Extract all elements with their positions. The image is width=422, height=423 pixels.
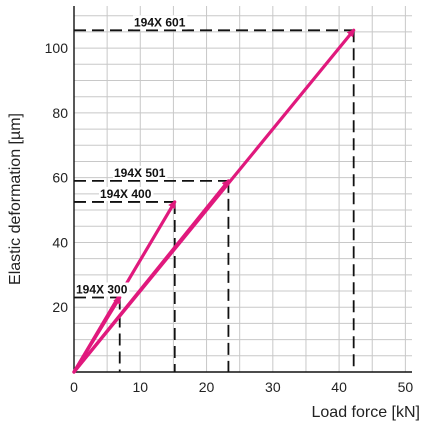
axes — [73, 6, 412, 373]
series-label: 194X 601 — [134, 15, 186, 29]
grid — [74, 6, 412, 372]
series-labels: 194X 300 194X 400 194X 501 194X 601 — [75, 15, 188, 297]
x-tick-label: 30 — [265, 379, 281, 395]
series-label-background — [113, 165, 168, 180]
series-label: 194X 400 — [100, 187, 152, 201]
y-tick-label: 80 — [52, 105, 68, 121]
y-tick-label: 60 — [52, 170, 68, 186]
y-tick-label: 20 — [52, 299, 68, 315]
series-label-background — [99, 186, 154, 201]
y-tick-label: 40 — [52, 234, 68, 250]
y-tick-label: 100 — [45, 40, 69, 56]
x-axis-title: Load force [kN] — [312, 404, 421, 421]
series-label-background — [133, 15, 188, 30]
reference-lines — [74, 29, 355, 372]
x-tick-label: 20 — [199, 379, 215, 395]
x-tick-label: 40 — [331, 379, 347, 395]
series-label-background — [75, 282, 130, 297]
series-line — [72, 28, 356, 374]
series-label: 194X 501 — [114, 166, 166, 180]
series-label: 194X 300 — [76, 283, 128, 297]
x-tick-label: 0 — [70, 379, 78, 395]
y-axis-title: Elastic deformation [µm] — [7, 113, 24, 285]
x-tick-label: 10 — [132, 379, 148, 395]
x-tick-label: 50 — [398, 379, 414, 395]
tick-labels: 0 10 20 30 40 50 20 40 60 80 100 — [45, 40, 414, 395]
